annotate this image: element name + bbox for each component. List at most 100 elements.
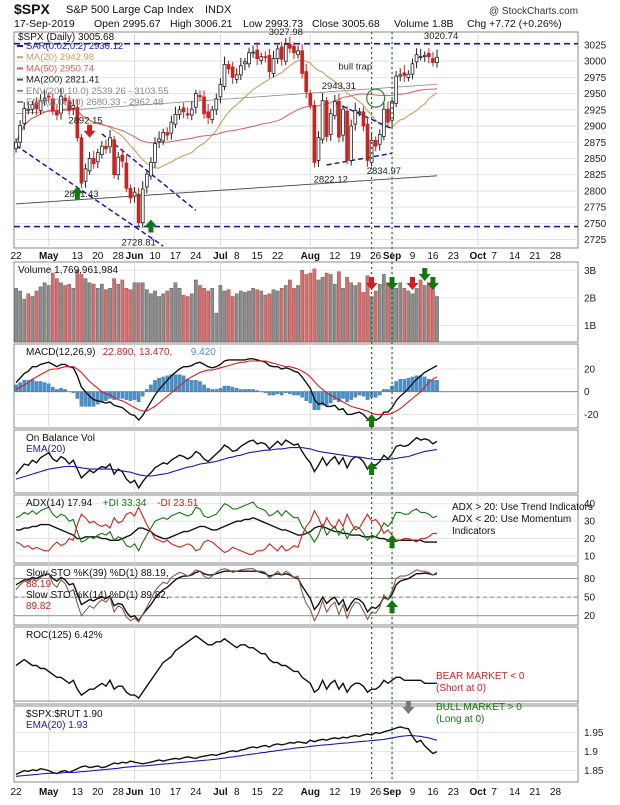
x-tick-label: 24 [190, 787, 202, 798]
y-tick-label: 2975 [584, 73, 607, 84]
index-name: S&P 500 Large Cap Index [66, 4, 194, 16]
macd-histogram-bar [30, 379, 35, 392]
buy-arrow [386, 535, 399, 548]
volume-bar [157, 296, 161, 343]
y-tick-label: 2725 [584, 235, 607, 246]
candle [394, 75, 398, 104]
candle [30, 104, 35, 110]
volume-bar [22, 299, 27, 343]
volume-bar [144, 289, 149, 343]
candle [341, 108, 345, 136]
y-tick-label: 2800 [584, 186, 607, 197]
volume-bar [136, 282, 141, 343]
x-tick-label: 9 [410, 787, 416, 798]
volume-bar [353, 285, 358, 343]
envelope-upper-line [15, 83, 438, 115]
x-tick-label: 10 [149, 251, 161, 262]
candle [337, 101, 341, 138]
buy-arrow [386, 600, 399, 613]
ma50-line [15, 88, 438, 144]
volume-bar [116, 283, 121, 343]
x-tick-label: Jul [213, 787, 228, 798]
x-tick-label: Jun [126, 251, 144, 262]
y-tick-label: 3000 [584, 57, 607, 68]
candle [230, 66, 235, 78]
macd-histogram-bar [202, 384, 206, 392]
x-tick-label: 21 [530, 251, 542, 262]
x-tick-label: 8 [234, 787, 240, 798]
candle [210, 109, 215, 120]
macd-histogram-bar [38, 381, 43, 392]
macd-histogram-bar [42, 382, 47, 392]
candle [406, 73, 411, 78]
candle [414, 54, 419, 63]
macd-histogram-bar [59, 388, 63, 392]
candle [104, 145, 108, 150]
candle [34, 102, 39, 109]
price-annotation: 2834.97 [367, 166, 401, 177]
x-tick-label: 14 [509, 787, 521, 798]
y-tick-label: 50 [584, 593, 596, 604]
sell-arrow [386, 277, 399, 290]
volume-bar [189, 293, 194, 343]
volume-bar [332, 283, 337, 343]
stochastic-series-line [15, 570, 438, 622]
x-tick-label: Aug [301, 787, 320, 798]
x-tick-label: 8 [234, 251, 240, 262]
macd-histogram-bar [185, 379, 190, 392]
macd-histogram-bar [353, 391, 358, 398]
x-tick-label: 23 [448, 251, 460, 262]
price-annotation: bull trap [338, 62, 372, 73]
volume-bar [112, 278, 116, 343]
candle [67, 100, 72, 111]
volume-bar [169, 288, 174, 343]
macd-histogram-bar [279, 391, 284, 396]
legend-entry: ENV(200,5.0) 2680.33 - 2962.48 [26, 97, 163, 108]
volume-bar [345, 276, 349, 343]
volume-bar [30, 296, 35, 343]
volume-bar [75, 270, 80, 343]
macd-histogram-bar [418, 375, 423, 392]
candle [349, 125, 354, 161]
candle [50, 98, 55, 112]
candle [312, 104, 317, 163]
volume-bar [202, 288, 206, 343]
candle [398, 74, 403, 77]
x-tick-label: 17 [170, 251, 182, 262]
candle [181, 107, 186, 113]
ticker-title: $SPX [14, 1, 50, 17]
macd-histogram-bar [345, 391, 349, 403]
y-tick-label: 2850 [584, 154, 607, 165]
volume-bar [234, 293, 239, 343]
x-tick-label: Oct [470, 787, 487, 798]
candle [140, 188, 145, 224]
adx-note: ADX > 20: Use Trend Indicators [452, 502, 593, 513]
volume-bar [83, 278, 88, 343]
candle [46, 95, 51, 98]
panel-macd: 20 0 -20 MACD(12,26,9) 22.890, 13.470, 9.420 [13, 343, 599, 429]
candle [255, 49, 260, 59]
bull-trap-circle [366, 88, 386, 108]
candle [120, 154, 125, 162]
downtrend-channel-line [15, 144, 164, 247]
stockcharts-credit: @ StockCharts.com [489, 6, 578, 17]
x-tick-label: 10 [149, 787, 161, 798]
volume-bar [382, 274, 386, 343]
candle [435, 56, 439, 63]
candle [153, 143, 157, 163]
candle [390, 101, 394, 121]
macd-histogram-bar [132, 391, 137, 400]
y-tick-label: 20 [584, 364, 596, 375]
x-tick-label: 22 [10, 787, 22, 798]
panel-frame [13, 626, 579, 705]
obv-series-line [15, 447, 438, 480]
candle [275, 48, 280, 59]
candle [283, 43, 288, 62]
x-tick-label: 28 [113, 787, 125, 798]
volume-bar [275, 290, 280, 343]
volume-bar [108, 288, 112, 343]
volume-bar [337, 271, 341, 343]
